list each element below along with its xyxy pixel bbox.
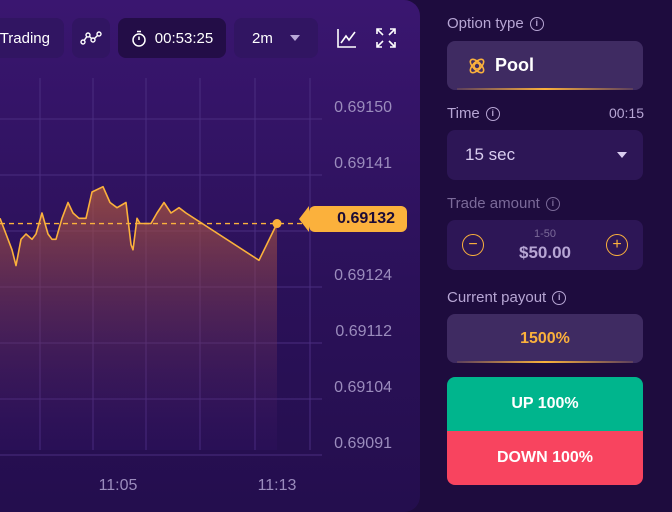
payout-label: Current payout i — [447, 289, 567, 306]
payout-label-text: Current payout — [447, 289, 547, 306]
period-value: 2m — [252, 29, 273, 47]
time-value: 15 sec — [465, 145, 516, 164]
fullscreen-button[interactable] — [374, 26, 398, 50]
option-type-label-text: Option type — [447, 15, 524, 32]
indicators-icon — [80, 31, 102, 45]
option-type-label: Option type i — [447, 15, 544, 32]
amount-value: $50.00 — [519, 243, 571, 262]
chevron-down-icon — [617, 152, 627, 158]
price-area — [0, 186, 277, 450]
x-tick-label: 11:05 — [99, 477, 138, 494]
up-button[interactable]: UP 100% — [447, 377, 643, 431]
y-tick-label: 0.69150 — [334, 99, 392, 116]
time-label-text: Time — [447, 105, 480, 122]
payout-value: 1500% — [520, 329, 570, 347]
plus-icon[interactable]: + — [606, 234, 628, 256]
y-tick-label: 0.69124 — [334, 267, 392, 284]
y-tick-label: 0.69104 — [334, 379, 392, 396]
current-price-value: 0.69132 — [337, 210, 395, 227]
time-select[interactable]: 15 sec — [447, 130, 643, 180]
line-chart-icon — [337, 29, 356, 48]
y-tick-label: 0.69091 — [334, 435, 392, 452]
timer-value: 00:53:25 — [154, 29, 214, 47]
trade-amount-stepper[interactable]: − 1-50 $50.00 + — [447, 220, 643, 270]
up-button-label: UP 100% — [511, 395, 579, 412]
info-icon[interactable]: i — [552, 290, 567, 305]
pool-icon — [469, 58, 485, 73]
info-icon[interactable]: i — [485, 106, 500, 121]
price-chart[interactable]: 0.69150 0.69141 0.69124 0.69112 0.69104 0.690… — [0, 0, 420, 512]
trade-amount-label-text: Trade amount — [447, 195, 540, 212]
info-icon[interactable]: i — [529, 16, 544, 31]
trade-panel: Option type i Pool Time i 00:15 15 sec T… — [420, 0, 672, 512]
time-countdown: 00:15 — [608, 105, 644, 121]
x-tick-label: 11:13 — [258, 477, 297, 494]
info-icon[interactable]: i — [545, 196, 560, 211]
down-button[interactable]: DOWN 100% — [447, 431, 643, 485]
chart-type-button[interactable] — [335, 26, 359, 50]
trading-label: Trading — [0, 29, 50, 47]
current-price-tag: 0.69132 — [299, 206, 407, 232]
minus-icon[interactable]: − — [462, 234, 484, 256]
payout-display: 1500% — [447, 314, 643, 363]
period-select[interactable]: 2m — [234, 18, 318, 58]
chart-panel[interactable]: 0.69150 0.69141 0.69124 0.69112 0.69104 0.690… — [0, 0, 420, 512]
amount-range: 1-50 — [533, 228, 557, 240]
trading-button[interactable]: Trading — [0, 18, 64, 58]
fullscreen-icon — [376, 28, 396, 48]
option-type-select[interactable]: Pool — [447, 41, 643, 90]
current-price-dot — [272, 219, 282, 229]
chevron-down-icon — [290, 35, 300, 41]
down-button-label: DOWN 100% — [496, 449, 594, 466]
timer-display: 00:53:25 — [118, 18, 226, 58]
price-line — [0, 185, 278, 267]
indicators-button[interactable] — [72, 18, 110, 58]
y-tick-label: 0.69112 — [335, 323, 392, 340]
y-tick-label: 0.69141 — [334, 155, 392, 172]
time-label: Time i — [447, 105, 500, 122]
option-type-value: Pool — [495, 55, 534, 75]
stopwatch-icon — [132, 30, 146, 47]
trade-amount-label: Trade amount i — [447, 195, 560, 212]
